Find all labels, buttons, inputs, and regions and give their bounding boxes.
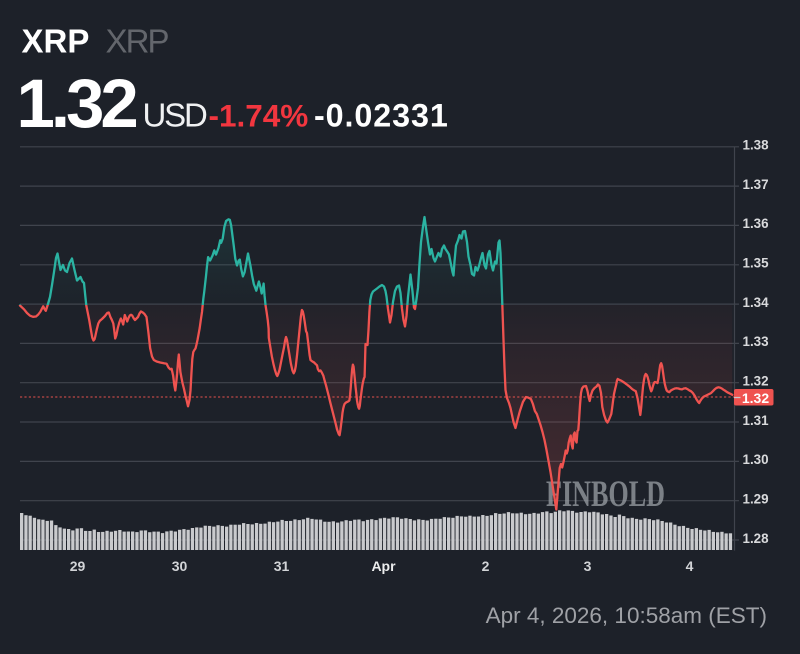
svg-text:1.32: 1.32 bbox=[742, 390, 769, 406]
svg-text:1.28: 1.28 bbox=[743, 531, 770, 546]
svg-text:1.38: 1.38 bbox=[743, 138, 770, 153]
svg-text:1.29: 1.29 bbox=[743, 492, 769, 507]
svg-text:3: 3 bbox=[584, 558, 592, 574]
svg-text:1.34: 1.34 bbox=[743, 295, 770, 310]
svg-text:1.37: 1.37 bbox=[743, 177, 769, 192]
svg-text:30: 30 bbox=[172, 558, 188, 574]
svg-text:Apr: Apr bbox=[371, 558, 396, 574]
svg-text:USD: USD bbox=[143, 97, 207, 134]
svg-text:Apr 4, 2026, 10:58am (EST): Apr 4, 2026, 10:58am (EST) bbox=[486, 603, 767, 628]
svg-text:1.32: 1.32 bbox=[17, 65, 137, 142]
svg-text:4: 4 bbox=[686, 558, 694, 574]
svg-text:2: 2 bbox=[482, 558, 490, 574]
svg-text:-0.02331: -0.02331 bbox=[314, 98, 449, 134]
svg-text:XRP: XRP bbox=[106, 23, 169, 60]
svg-text:1.30: 1.30 bbox=[743, 452, 769, 467]
svg-text:1.36: 1.36 bbox=[743, 216, 769, 231]
svg-text:1.35: 1.35 bbox=[743, 256, 770, 271]
svg-text:1.33: 1.33 bbox=[743, 334, 769, 349]
svg-text:XRP: XRP bbox=[22, 23, 90, 60]
svg-text:-1.74%: -1.74% bbox=[209, 98, 309, 134]
svg-text:1.32: 1.32 bbox=[743, 374, 769, 389]
svg-text:FINBOLD: FINBOLD bbox=[546, 474, 665, 515]
svg-text:29: 29 bbox=[70, 558, 86, 574]
svg-text:1.31: 1.31 bbox=[743, 413, 770, 428]
svg-text:31: 31 bbox=[274, 558, 290, 574]
